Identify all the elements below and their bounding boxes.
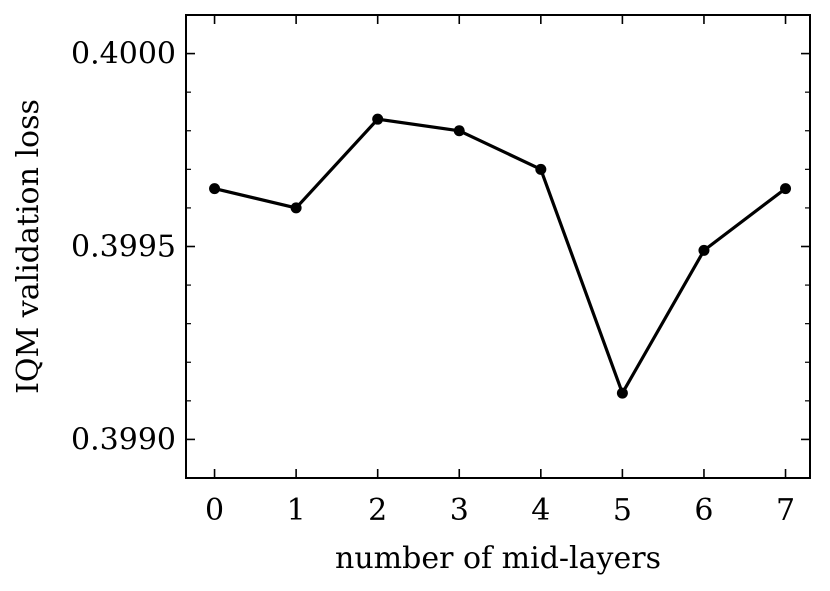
data-point-3	[453, 125, 465, 137]
x-tick-labels: 0 1 2 3 4 5 6 7	[205, 493, 795, 528]
x-tick-label-1: 1	[287, 493, 306, 528]
data-point-7	[780, 183, 792, 195]
data-point-1	[290, 202, 302, 214]
y-tick-label-1: 0.3995	[71, 230, 176, 265]
x-tick-label-6: 6	[694, 493, 713, 528]
data-point-4	[535, 163, 547, 175]
x-tick-label-5: 5	[613, 493, 632, 528]
y-tick-label-2: 0.4000	[71, 37, 176, 72]
data-point-6	[698, 244, 710, 256]
x-tick-label-0: 0	[205, 493, 224, 528]
x-tick-label-7: 7	[776, 493, 795, 528]
x-tick-label-4: 4	[531, 493, 550, 528]
x-axis-label: number of mid-layers	[335, 541, 661, 576]
y-tick-labels: 0.3990 0.3995 0.4000	[71, 37, 176, 458]
data-point-5	[616, 387, 628, 399]
y-axis-label: IQM validation loss	[11, 99, 46, 394]
y-tick-label-0: 0.3990	[71, 422, 176, 457]
data-points	[209, 113, 792, 399]
data-point-2	[372, 113, 384, 125]
data-point-0	[209, 183, 221, 195]
x-tick-label-3: 3	[450, 493, 469, 528]
x-tick-label-2: 2	[368, 493, 387, 528]
series-line	[214, 117, 787, 395]
plot-frame	[185, 14, 811, 479]
tick-marks	[186, 14, 810, 479]
